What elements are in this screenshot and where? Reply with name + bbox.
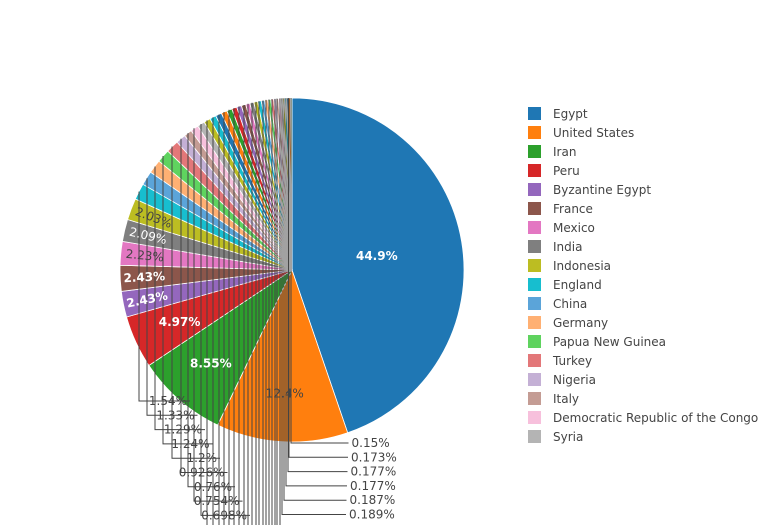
legend-label: Peru xyxy=(553,163,580,178)
legend-swatch xyxy=(528,145,541,158)
legend-item[interactable]: France xyxy=(524,199,758,218)
slice-label: 2.23% xyxy=(125,247,164,265)
legend-label: India xyxy=(553,239,583,254)
legend-swatch xyxy=(528,411,541,424)
legend-swatch xyxy=(528,430,541,443)
legend-item[interactable]: Democratic Republic of the Congo xyxy=(524,408,758,427)
legend-swatch xyxy=(528,335,541,348)
slice-label: 0.189% xyxy=(349,508,395,522)
legend-label: Iran xyxy=(553,144,577,159)
legend-swatch xyxy=(528,107,541,120)
legend-label: England xyxy=(553,277,602,292)
legend-label: Italy xyxy=(553,391,580,406)
leader-line xyxy=(288,98,348,458)
slice-labels: 44.9%12.4%8.55%4.97%2.43%2.43%2.23%2.09%… xyxy=(123,204,397,522)
legend-label: Germany xyxy=(553,315,609,330)
slice-label: 0.698% xyxy=(201,508,247,522)
legend-item[interactable]: Indonesia xyxy=(524,256,758,275)
legend-item[interactable]: United States xyxy=(524,123,758,142)
leader-line xyxy=(180,138,228,473)
slice-egypt xyxy=(291,97,465,434)
slice-label: 0.173% xyxy=(351,450,397,464)
legend-label: Egypt xyxy=(553,106,588,121)
leader-line xyxy=(287,98,348,473)
slice-label: 1.2% xyxy=(187,451,218,465)
legend-swatch xyxy=(528,164,541,177)
slice-label: 0.926% xyxy=(179,466,225,480)
slice-label: 0.76% xyxy=(194,480,232,494)
legend-item[interactable]: Egypt xyxy=(524,104,758,123)
legend-item[interactable]: Syria xyxy=(524,427,758,446)
slice-label: 0.15% xyxy=(352,436,390,450)
legend-swatch xyxy=(528,259,541,272)
slice-label: 0.177% xyxy=(351,465,397,479)
legend-swatch xyxy=(528,240,541,253)
leader-line xyxy=(171,146,220,459)
legend-item[interactable]: Iran xyxy=(524,142,758,161)
legend-swatch xyxy=(528,221,541,234)
legend-item[interactable]: England xyxy=(524,275,758,294)
legend-item[interactable]: China xyxy=(524,294,758,313)
legend-item[interactable]: Germany xyxy=(524,313,758,332)
legend-item[interactable]: Papua New Guinea xyxy=(524,332,758,351)
leader-line xyxy=(283,98,347,501)
slice-label: 1.24% xyxy=(171,437,209,451)
slice-label: 0.177% xyxy=(350,479,396,493)
legend-label: Syria xyxy=(553,429,584,444)
legend-label: Democratic Republic of the Congo xyxy=(553,410,759,425)
legend-swatch xyxy=(528,316,541,329)
legend-label: France xyxy=(553,201,593,216)
legend-item[interactable]: Peru xyxy=(524,161,758,180)
legend-item[interactable]: Italy xyxy=(524,389,758,408)
legend-label: China xyxy=(553,296,588,311)
slice-label: 4.97% xyxy=(159,315,201,329)
legend-item[interactable]: Nigeria xyxy=(524,370,758,389)
leader-line xyxy=(290,98,349,444)
slice-label: 1.29% xyxy=(164,423,202,437)
leader-line xyxy=(138,191,190,402)
slice-label: 8.55% xyxy=(190,357,232,371)
legend-item[interactable]: India xyxy=(524,237,758,256)
slice-label: 2.43% xyxy=(123,269,165,285)
legend-item[interactable]: Mexico xyxy=(524,218,758,237)
legend-swatch xyxy=(528,278,541,291)
legend-swatch xyxy=(528,354,541,367)
legend-swatch xyxy=(528,297,541,310)
slice-label: 44.9% xyxy=(356,249,398,263)
slice-label: 0.754% xyxy=(194,494,240,508)
slice-label: 12.4% xyxy=(266,387,304,401)
legend-label: Indonesia xyxy=(553,258,612,273)
legend-label: Mexico xyxy=(553,220,595,235)
legend-label: Turkey xyxy=(553,353,593,368)
legend-label: Nigeria xyxy=(553,372,596,387)
leader-line xyxy=(162,156,213,445)
legend-label: Byzantine Egypt xyxy=(553,182,652,197)
slice-label: 1.54% xyxy=(149,394,187,408)
leader-line xyxy=(193,128,243,502)
leader-line xyxy=(285,98,347,487)
legend-swatch xyxy=(528,183,541,196)
legend-item[interactable]: Turkey xyxy=(524,351,758,370)
slice-label: 0.187% xyxy=(350,493,396,507)
legend-swatch xyxy=(528,392,541,405)
slice-label: 1.33% xyxy=(156,408,194,422)
legend: Egypt United States Iran Peru Byzantine Egyp… xyxy=(524,104,758,446)
legend-label: United States xyxy=(553,125,635,140)
leader-line xyxy=(281,98,346,515)
legend-swatch xyxy=(528,126,541,139)
leader-lines xyxy=(138,98,349,525)
legend-swatch xyxy=(528,373,541,386)
legend-swatch xyxy=(528,202,541,215)
legend-item[interactable]: Byzantine Egypt xyxy=(524,180,758,199)
legend-label: Papua New Guinea xyxy=(553,334,667,349)
